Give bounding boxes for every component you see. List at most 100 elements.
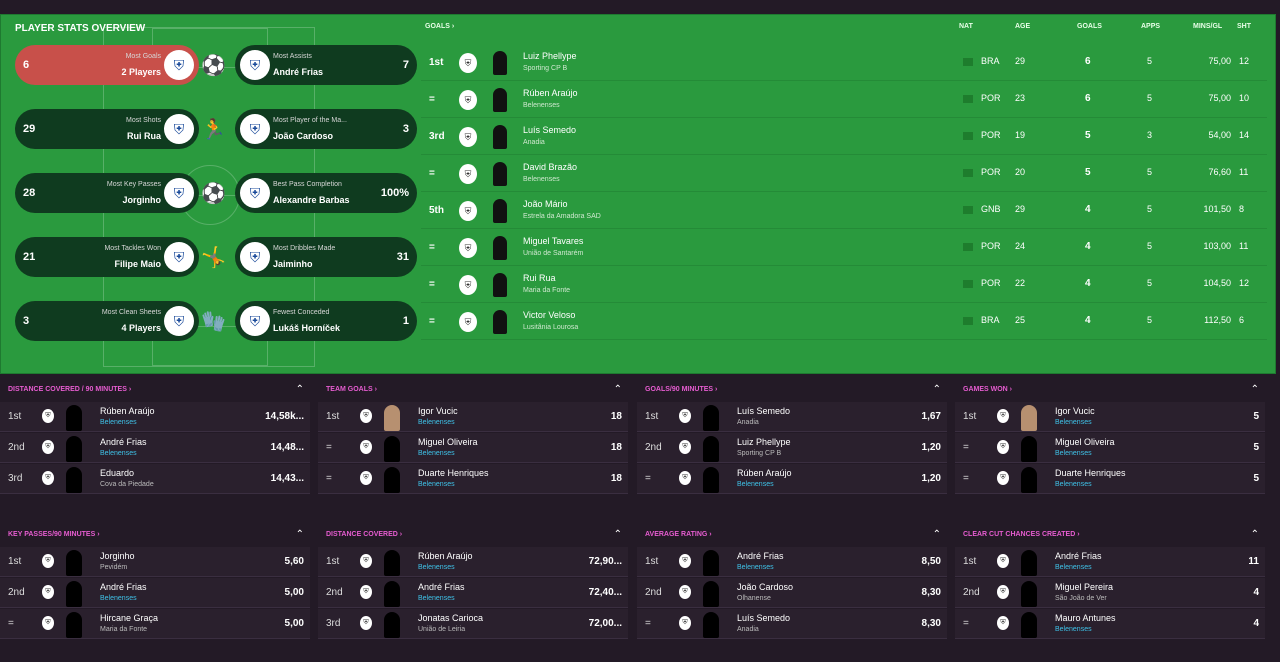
player-name[interactable]: André Frias xyxy=(100,437,147,447)
list-item[interactable]: 1st ⛨ Rúben Araújo Belenenses 14,58k... xyxy=(0,402,310,432)
player-name[interactable]: Rúben Araújo xyxy=(737,468,792,478)
club-name[interactable]: União de Santarém xyxy=(523,250,584,257)
player-name[interactable]: Rúben Araújo xyxy=(418,551,473,561)
club-name[interactable]: Belenenses xyxy=(737,564,774,571)
card-title[interactable]: GAMES WON › xyxy=(963,386,1012,393)
club-name[interactable]: Belenenses xyxy=(418,595,455,602)
stat-right-4[interactable]: ⛨ Fewest Conceded Lukáš Horníček 1 xyxy=(235,301,417,341)
club-name[interactable]: Sporting CP B xyxy=(523,65,568,72)
club-name[interactable]: Belenenses xyxy=(418,564,455,571)
player-name[interactable]: Jorginho xyxy=(100,551,135,561)
player-name[interactable]: Igor Vucic xyxy=(1055,406,1095,416)
collapse-icon[interactable]: ⌃ xyxy=(613,529,622,540)
card-title[interactable]: DISTANCE COVERED / 90 MINUTES › xyxy=(8,386,132,393)
list-item[interactable]: = ⛨ Mauro Antunes Belenenses 4 xyxy=(955,609,1265,639)
collapse-icon[interactable]: ⌃ xyxy=(932,529,941,540)
club-name[interactable]: Belenenses xyxy=(1055,481,1092,488)
player-name[interactable]: Igor Vucic xyxy=(418,406,458,416)
card-title[interactable]: AVERAGE RATING › xyxy=(645,531,712,538)
stat-right-2[interactable]: ⛨ Best Pass Completion Alexandre Barbas … xyxy=(235,173,417,213)
club-name[interactable]: Belenenses xyxy=(418,481,455,488)
list-item[interactable]: 2nd ⛨ André Frias Belenenses 72,40... xyxy=(318,578,628,608)
player-name[interactable]: André Frias xyxy=(100,582,147,592)
club-name[interactable]: São João de Ver xyxy=(1055,595,1107,602)
club-name[interactable]: Belenenses xyxy=(1055,450,1092,457)
player-name[interactable]: João Mário xyxy=(523,199,568,209)
list-item[interactable]: 1st ⛨ Rúben Araújo Belenenses 72,90... xyxy=(318,547,628,577)
list-item[interactable]: 1st ⛨ Igor Vucic Belenenses 18 xyxy=(318,402,628,432)
club-name[interactable]: Anadia xyxy=(737,626,759,633)
col-sht[interactable]: SHT xyxy=(1237,23,1251,30)
player-name[interactable]: Rúben Araújo xyxy=(523,88,578,98)
collapse-icon[interactable]: ⌃ xyxy=(613,384,622,395)
list-item[interactable]: 2nd ⛨ João Cardoso Olhanense 8,30 xyxy=(637,578,947,608)
list-item[interactable]: 2nd ⛨ André Frias Belenenses 14,48... xyxy=(0,433,310,463)
collapse-icon[interactable]: ⌃ xyxy=(295,384,304,395)
collapse-icon[interactable]: ⌃ xyxy=(295,529,304,540)
club-name[interactable]: Belenenses xyxy=(418,450,455,457)
table-row[interactable]: = ⛨ Rui Rua Maria da Fonte POR 22 4 5 10… xyxy=(421,267,1267,303)
list-item[interactable]: = ⛨ Hircane Graça Maria da Fonte 5,00 xyxy=(0,609,310,639)
player-name[interactable]: Jonatas Carioca xyxy=(418,613,484,623)
table-row[interactable]: = ⛨ Victor Veloso Lusitânia Lourosa BRA … xyxy=(421,304,1267,340)
player-name[interactable]: Duarte Henriques xyxy=(1055,468,1126,478)
club-name[interactable]: Maria da Fonte xyxy=(100,626,148,633)
list-item[interactable]: 2nd ⛨ Luiz Phellype Sporting CP B 1,20 xyxy=(637,433,947,463)
list-item[interactable]: = ⛨ Duarte Henriques Belenenses 5 xyxy=(955,464,1265,494)
collapse-icon[interactable]: ⌃ xyxy=(1250,384,1259,395)
table-row[interactable]: 5th ⛨ João Mário Estrela da Amadora SAD … xyxy=(421,193,1267,229)
club-name[interactable]: Belenenses xyxy=(1055,419,1092,426)
card-title[interactable]: CLEAR CUT CHANCES CREATED › xyxy=(963,531,1080,538)
col-age[interactable]: AGE xyxy=(1015,23,1031,30)
club-name[interactable]: Olhanense xyxy=(737,595,771,602)
list-item[interactable]: 3rd ⛨ Eduardo Cova da Piedade 14,43... xyxy=(0,464,310,494)
club-name[interactable]: Belenenses xyxy=(418,419,455,426)
stat-left-3[interactable]: 21 Most Tackles Won Filipe Maio ⛨ xyxy=(15,237,199,277)
list-item[interactable]: = ⛨ Rúben Araújo Belenenses 1,20 xyxy=(637,464,947,494)
player-name[interactable]: André Frias xyxy=(418,582,465,592)
club-name[interactable]: Cova da Piedade xyxy=(100,481,154,488)
table-row[interactable]: 3rd ⛨ Luís Semedo Anadia POR 19 5 3 54,0… xyxy=(421,119,1267,155)
card-title[interactable]: KEY PASSES/90 MINUTES › xyxy=(8,531,100,538)
club-name[interactable]: União de Leiria xyxy=(418,626,466,633)
table-row[interactable]: 1st ⛨ Luiz Phellype Sporting CP B BRA 29… xyxy=(421,45,1267,81)
stat-left-1[interactable]: 29 Most Shots Rui Rua ⛨ xyxy=(15,109,199,149)
stat-left-2[interactable]: 28 Most Key Passes Jorginho ⛨ xyxy=(15,173,199,213)
list-item[interactable]: 1st ⛨ André Frias Belenenses 11 xyxy=(955,547,1265,577)
stat-left-4[interactable]: 3 Most Clean Sheets 4 Players ⛨ xyxy=(15,301,199,341)
list-item[interactable]: 1st ⛨ André Frias Belenenses 8,50 xyxy=(637,547,947,577)
club-name[interactable]: Estrela da Amadora SAD xyxy=(523,213,601,220)
player-name[interactable]: Duarte Henriques xyxy=(418,468,489,478)
stat-right-3[interactable]: ⛨ Most Dribbles Made Jaiminho 31 xyxy=(235,237,417,277)
card-title[interactable]: DISTANCE COVERED › xyxy=(326,531,403,538)
stat-right-1[interactable]: ⛨ Most Player of the Ma... João Cardoso … xyxy=(235,109,417,149)
club-name[interactable]: Sporting CP B xyxy=(737,450,782,457)
player-name[interactable]: Luiz Phellype xyxy=(737,437,791,447)
club-name[interactable]: Belenenses xyxy=(100,595,137,602)
club-name[interactable]: Maria da Fonte xyxy=(523,287,571,294)
club-name[interactable]: Belenenses xyxy=(523,102,560,109)
club-name[interactable]: Anadia xyxy=(737,419,759,426)
player-name[interactable]: David Brazão xyxy=(523,162,578,172)
list-item[interactable]: 2nd ⛨ André Frias Belenenses 5,00 xyxy=(0,578,310,608)
player-name[interactable]: Rúben Araújo xyxy=(100,406,155,416)
player-name[interactable]: Eduardo xyxy=(100,468,135,478)
player-name[interactable]: Miguel Oliveira xyxy=(418,437,478,447)
list-item[interactable]: = ⛨ Duarte Henriques Belenenses 18 xyxy=(318,464,628,494)
list-item[interactable]: = ⛨ Miguel Oliveira Belenenses 18 xyxy=(318,433,628,463)
goals-title[interactable]: GOALS › xyxy=(425,23,455,30)
table-row[interactable]: = ⛨ Miguel Tavares União de Santarém POR… xyxy=(421,230,1267,266)
list-item[interactable]: 2nd ⛨ Miguel Pereira São João de Ver 4 xyxy=(955,578,1265,608)
player-name[interactable]: Luís Semedo xyxy=(737,406,791,416)
list-item[interactable]: = ⛨ Luís Semedo Anadia 8,30 xyxy=(637,609,947,639)
player-name[interactable]: Mauro Antunes xyxy=(1055,613,1116,623)
card-title[interactable]: TEAM GOALS › xyxy=(326,386,377,393)
list-item[interactable]: 1st ⛨ Igor Vucic Belenenses 5 xyxy=(955,402,1265,432)
player-name[interactable]: Miguel Oliveira xyxy=(1055,437,1115,447)
col-apps[interactable]: APPS xyxy=(1141,23,1161,30)
player-name[interactable]: Luís Semedo xyxy=(523,125,577,135)
stat-left-0[interactable]: 6 Most Goals 2 Players ⛨ xyxy=(15,45,199,85)
col-mins[interactable]: MINS/GL xyxy=(1193,23,1223,30)
player-name[interactable]: Rui Rua xyxy=(523,273,556,283)
col-nat[interactable]: NAT xyxy=(959,23,973,30)
